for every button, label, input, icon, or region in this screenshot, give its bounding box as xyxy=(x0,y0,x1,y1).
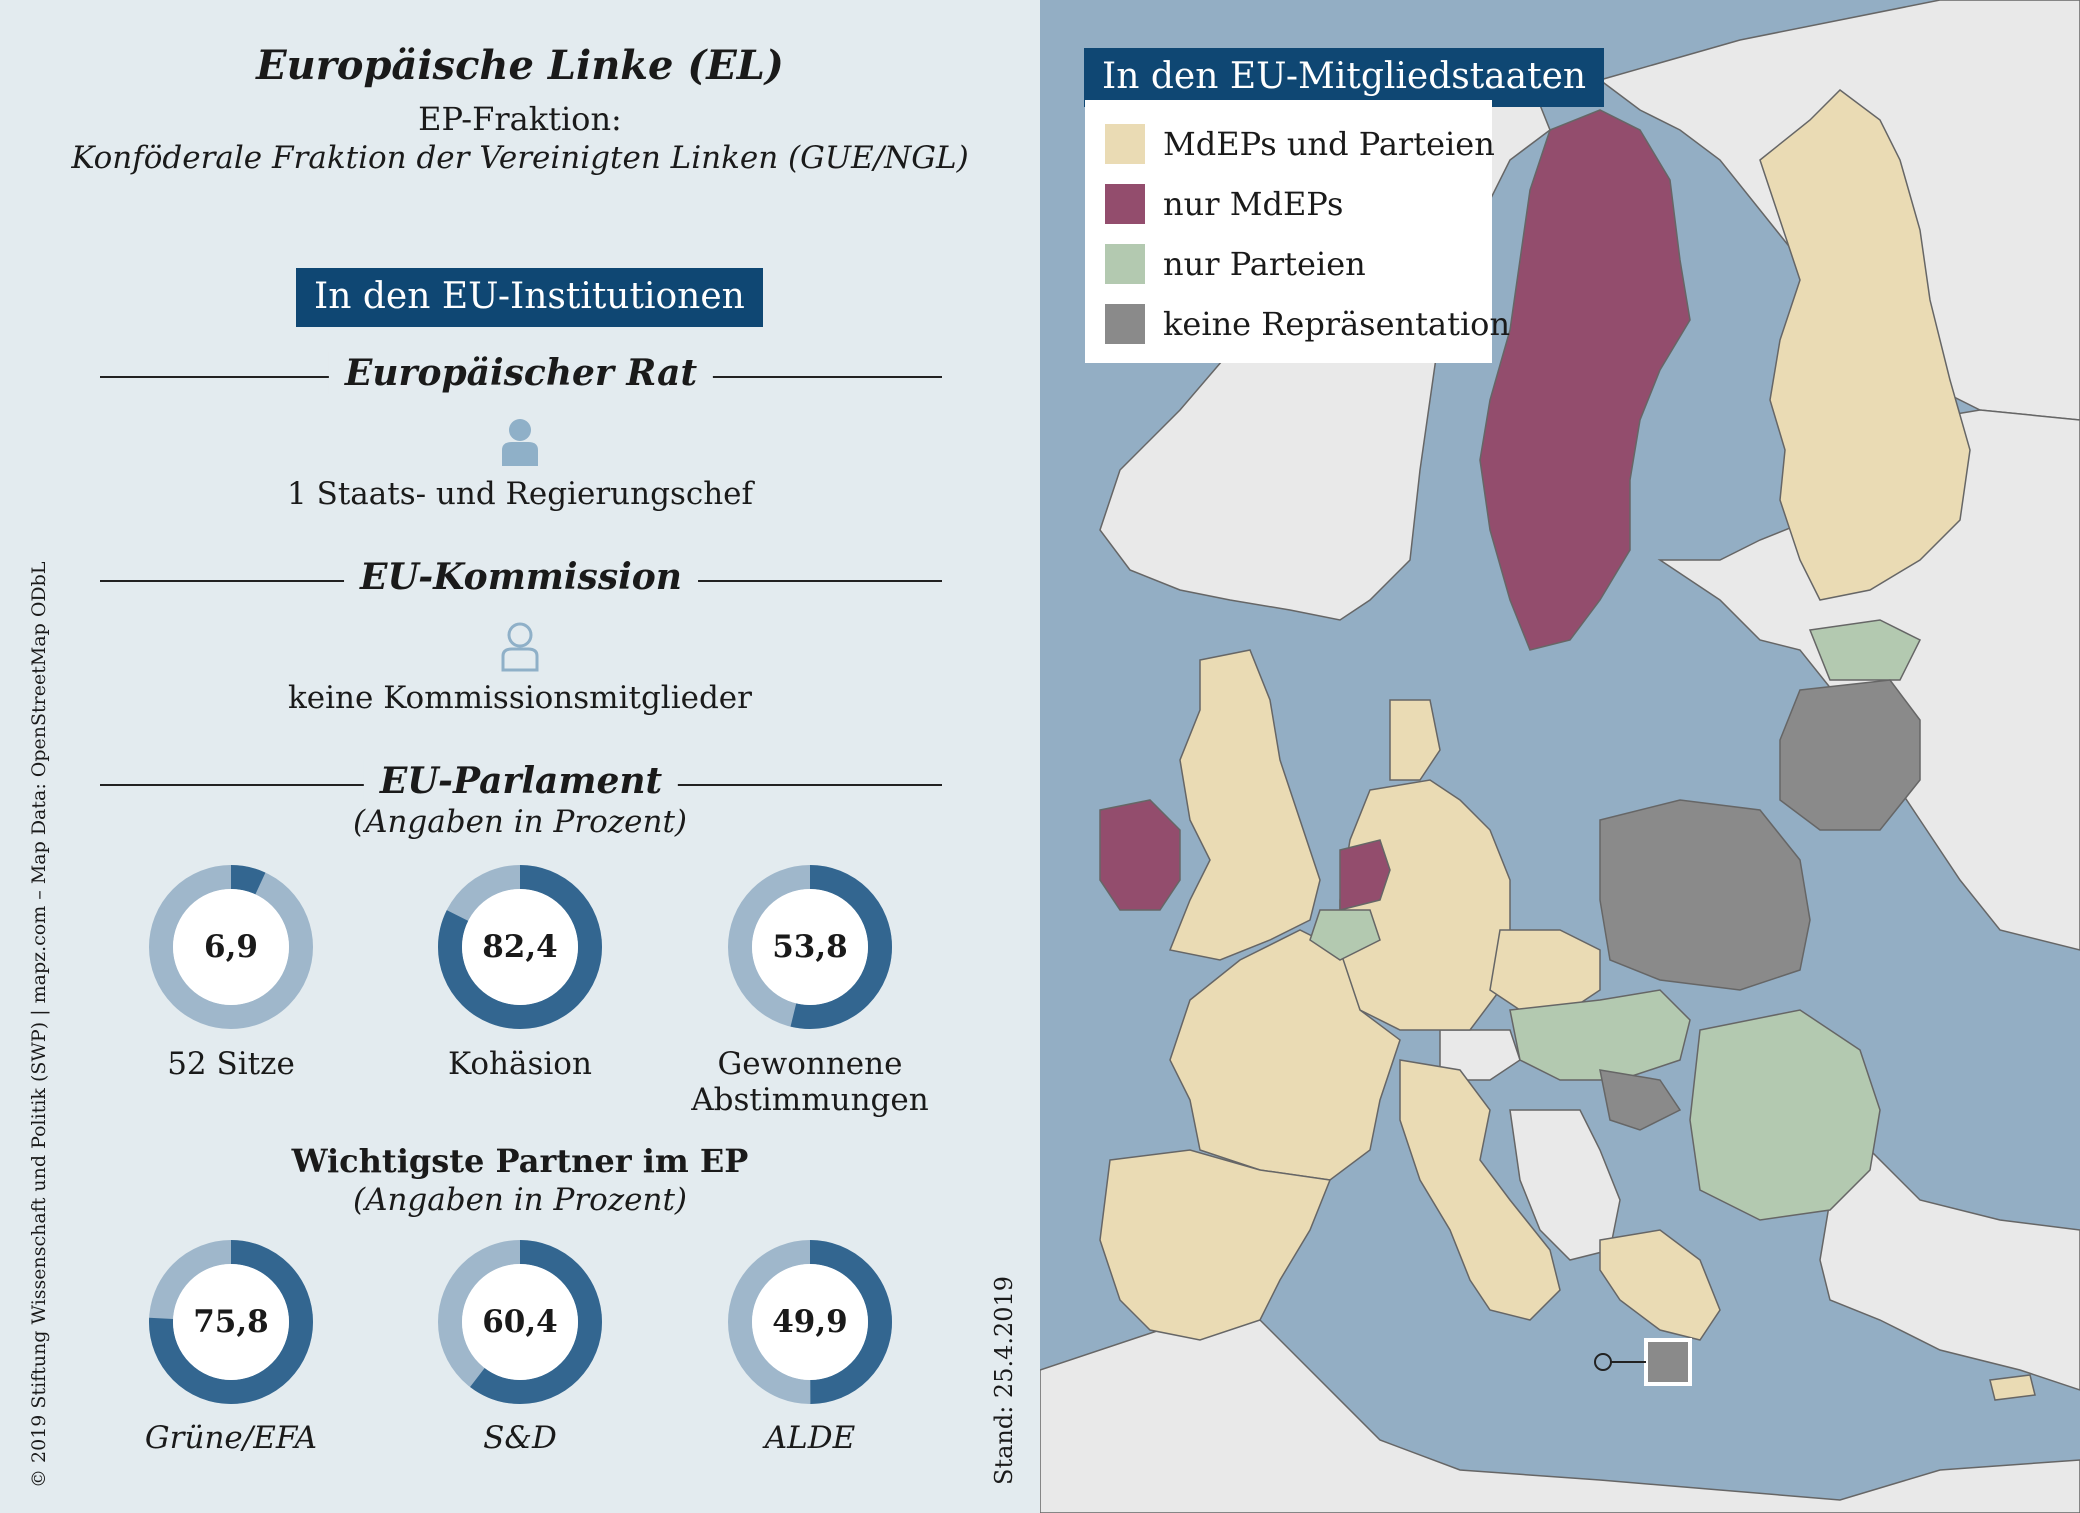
donut-cohesion: 82,4 xyxy=(438,865,602,1029)
legend-swatch xyxy=(1105,244,1145,284)
donut-center xyxy=(752,889,868,1005)
donut-greens-caption: Grüne/EFA xyxy=(144,1420,318,1456)
netherlands xyxy=(1339,839,1391,911)
legend-swatch xyxy=(1105,304,1145,344)
poland xyxy=(1599,799,1811,991)
legend-label: MdEPs und Parteien xyxy=(1163,125,1495,163)
belgium xyxy=(1309,909,1381,961)
donut-cohesion-chart xyxy=(438,865,602,1029)
donut-sd: 60,4 xyxy=(438,1240,602,1404)
legend-label: nur Parteien xyxy=(1163,245,1366,283)
donut-alde-caption: ALDE xyxy=(764,1420,856,1456)
north-africa xyxy=(1040,1319,2080,1513)
donut-greens: 75,8 xyxy=(149,1240,313,1404)
donut-value-arc xyxy=(149,865,313,1029)
donut-seats: 6,9 xyxy=(149,865,313,1029)
parliament-heading: EU-Parlament xyxy=(100,756,942,816)
hungary-slovenia xyxy=(1509,989,1691,1081)
donut-center xyxy=(462,1264,578,1380)
subtitle-ep-group: EP-Fraktion: xyxy=(418,100,622,138)
legend-swatch xyxy=(1105,184,1145,224)
partners-heading: Wichtigste Partner im EP xyxy=(291,1142,749,1180)
donut-seats-caption: 52 Sitze xyxy=(167,1046,295,1082)
credits: © 2019 Stiftung Wissenschaft und Politik… xyxy=(28,561,50,1488)
turkey xyxy=(1819,1138,2080,1391)
parliament-heading-text: EU-Parlament xyxy=(363,760,679,802)
legend-swatch xyxy=(1105,124,1145,164)
donut-center xyxy=(462,889,578,1005)
malta-marker xyxy=(1594,1353,1612,1371)
council-heading-text: Europäischer Rat xyxy=(328,352,714,394)
institutions-banner: In den EU-Institutionen xyxy=(296,268,763,327)
subtitle-group-name: Konföderale Fraktion der Vereinigten Lin… xyxy=(71,140,969,176)
cyprus xyxy=(1989,1374,2036,1401)
uk xyxy=(1168,649,1321,961)
legend-label: keine Repräsentation xyxy=(1163,305,1511,343)
italy xyxy=(1399,1059,1561,1321)
donut-alde-chart xyxy=(728,1240,892,1404)
greece xyxy=(1599,1229,1721,1341)
donut-seats-value: 6,9 xyxy=(204,929,258,965)
donut-sd-caption: S&D xyxy=(483,1420,557,1456)
donut-cohesion-value: 82,4 xyxy=(482,929,558,965)
caption-line-1: Gewonnene xyxy=(717,1046,903,1082)
donut-alde-value: 49,9 xyxy=(772,1304,848,1340)
donut-won-votes-value: 53,8 xyxy=(772,929,848,965)
germany xyxy=(1339,779,1511,1031)
donut-seats-chart xyxy=(149,865,313,1029)
parliament-note: (Angaben in Prozent) xyxy=(352,804,688,840)
donut-greens-chart xyxy=(149,1240,313,1404)
caption-line-2: Abstimmungen xyxy=(691,1082,929,1118)
left-panel: Europäische Linke (EL) EP-Fraktion: Konf… xyxy=(28,42,1018,1488)
donut-center xyxy=(752,1264,868,1380)
donut-cohesion-caption: Kohäsion xyxy=(448,1046,592,1082)
map-legend: MdEPs und Parteien nur MdEPs nur Parteie… xyxy=(1085,100,1510,363)
commission-heading-text: EU-Kommission xyxy=(344,556,698,598)
person-filled-icon xyxy=(500,418,540,466)
donut-alde: 49,9 xyxy=(728,1240,892,1404)
finland xyxy=(1759,89,1971,601)
donut-won-votes-caption: Gewonnene Abstimmungen xyxy=(680,1046,940,1118)
donut-value-arc xyxy=(149,1240,313,1404)
donut-value-arc xyxy=(438,865,602,1029)
donut-won-votes: 53,8 xyxy=(728,865,892,1029)
partners-note: (Angaben in Prozent) xyxy=(352,1182,688,1218)
malta-inset xyxy=(1644,1338,1692,1386)
latvia-lithuania xyxy=(1779,679,1921,831)
spain-portugal xyxy=(1099,1149,1332,1341)
page-title: Europäische Linke (EL) xyxy=(256,42,784,89)
council-count: 1 Staats- und Regierungschef xyxy=(287,476,753,512)
donut-center xyxy=(173,1264,289,1380)
donut-value-arc xyxy=(728,1240,892,1404)
france xyxy=(1169,929,1401,1181)
donut-value-arc xyxy=(438,1240,602,1404)
sweden xyxy=(1479,109,1691,651)
denmark xyxy=(1389,699,1441,781)
commission-heading: EU-Kommission xyxy=(100,552,942,612)
donut-sd-chart xyxy=(438,1240,602,1404)
date-stamp: Stand: 25.4.2019 xyxy=(990,1275,1018,1485)
croatia xyxy=(1599,1069,1682,1131)
donut-value-arc xyxy=(728,865,892,1029)
czech-austria xyxy=(1489,929,1601,1011)
person-outline-icon xyxy=(500,622,540,672)
estonia xyxy=(1808,619,1922,681)
commission-count: keine Kommissionsmitglieder xyxy=(288,680,752,716)
legend-label: nur MdEPs xyxy=(1163,185,1344,223)
council-heading: Europäischer Rat xyxy=(100,348,942,408)
donut-sd-value: 60,4 xyxy=(482,1304,558,1340)
donut-center xyxy=(173,889,289,1005)
donut-greens-value: 75,8 xyxy=(193,1304,269,1340)
member-states-banner: In den EU-Mitgliedstaaten xyxy=(1084,48,1605,107)
romania-bulgaria xyxy=(1689,1009,1881,1221)
donut-won-votes-chart xyxy=(728,865,892,1029)
ireland xyxy=(1099,799,1181,911)
